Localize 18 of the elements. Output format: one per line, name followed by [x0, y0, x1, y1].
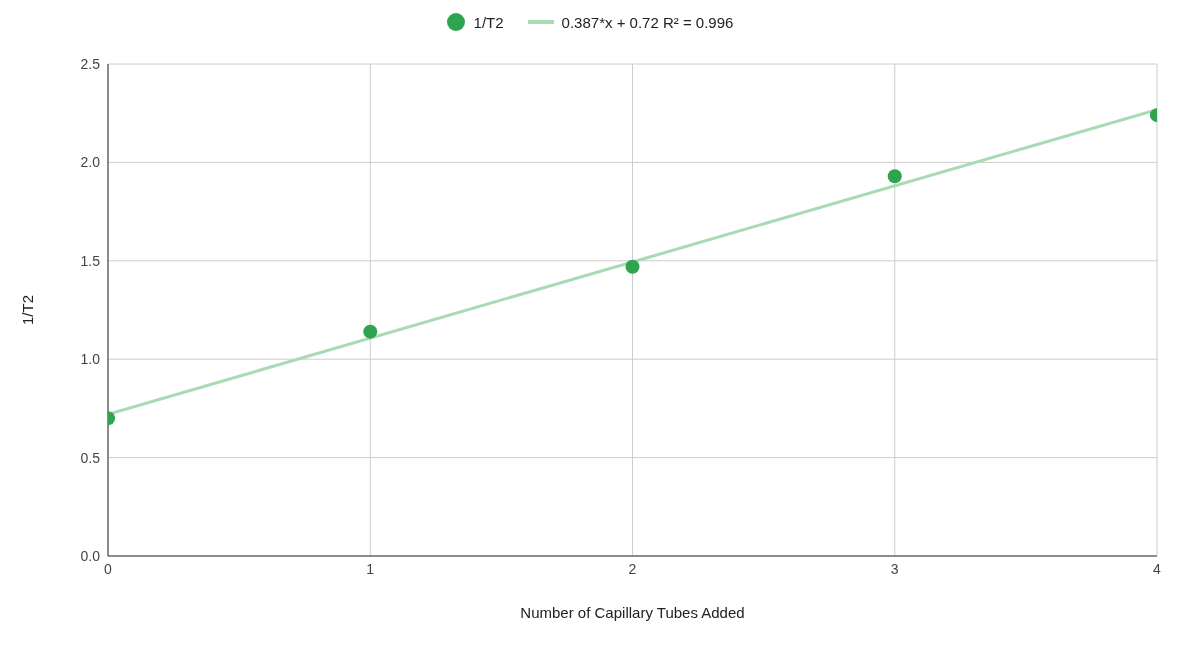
y-axis-title: 1/T2	[19, 294, 37, 326]
x-tick-label: 3	[890, 560, 899, 577]
x-tick-label: 4	[1153, 560, 1162, 577]
y-tick-label: 2.5	[80, 55, 101, 72]
x-tick-label: 0	[104, 560, 113, 577]
legend-label: 0.387*x + 0.72 R² = 0.996	[561, 13, 734, 31]
y-tick-label: 0.5	[80, 449, 101, 466]
x-tick-label: 1	[366, 560, 375, 577]
y-tick-label: 1.0	[80, 351, 101, 368]
legend-label: 1/T2	[473, 13, 504, 31]
y-tick-label: 1.5	[80, 252, 101, 269]
y-tick-label: 2.0	[80, 154, 101, 171]
y-tick-label: 0.0	[80, 547, 101, 564]
point	[887, 169, 902, 184]
x-axis-title: Number of Capillary Tubes Added	[520, 604, 745, 621]
point	[625, 259, 640, 274]
x-tick-label: 2	[628, 560, 637, 577]
point	[363, 324, 378, 339]
